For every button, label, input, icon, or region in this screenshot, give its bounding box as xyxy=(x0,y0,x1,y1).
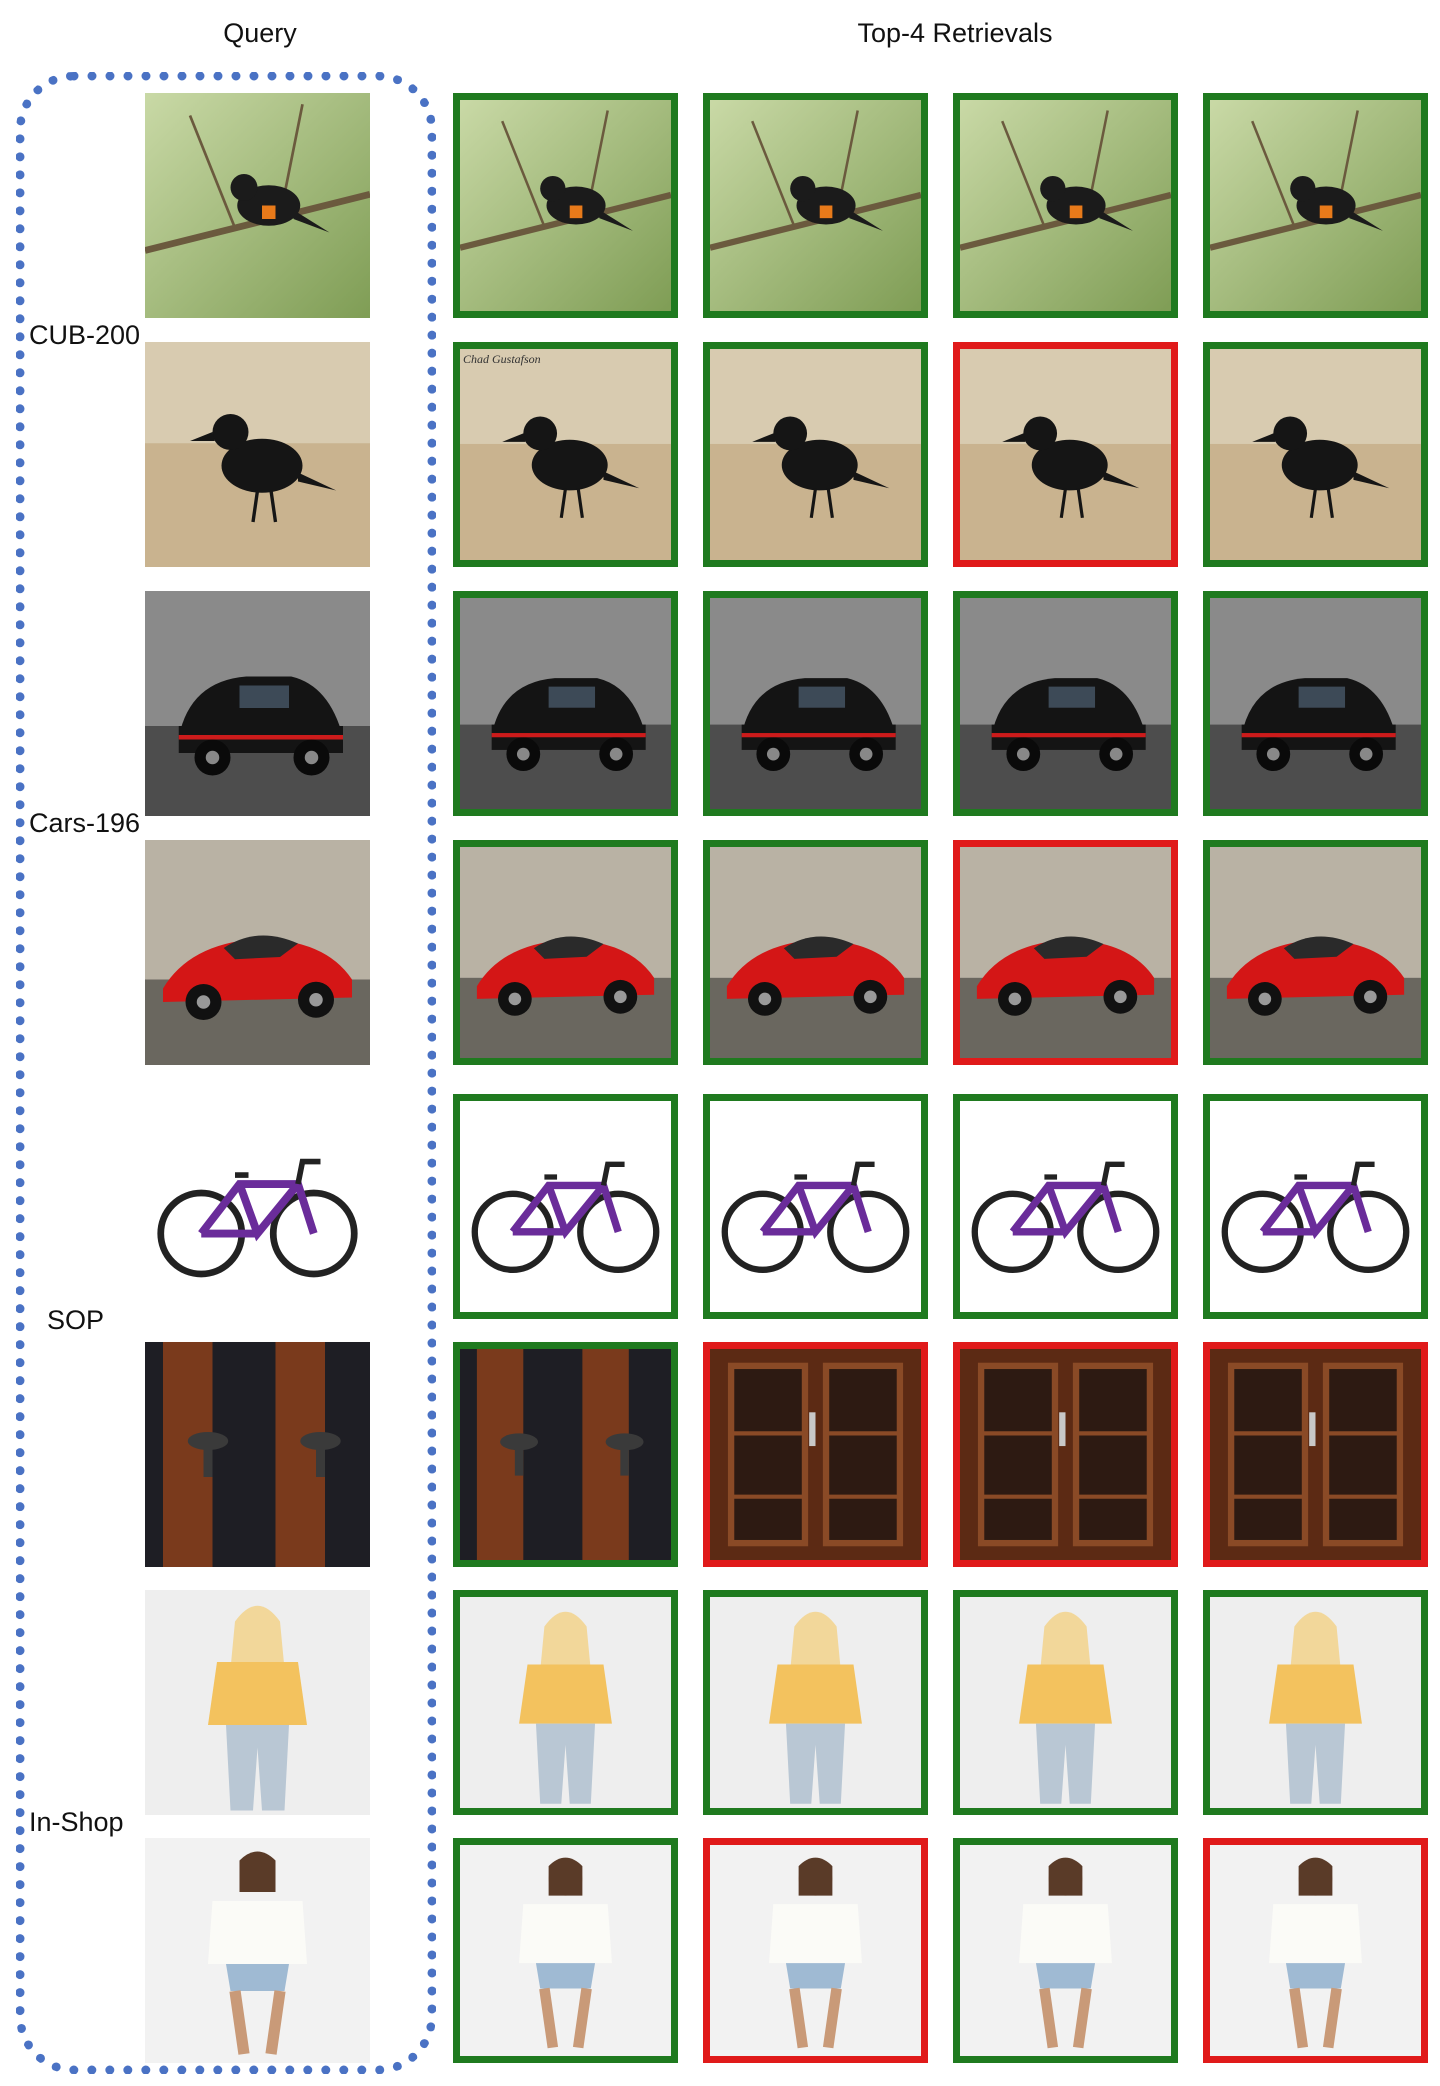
retrieval-correct xyxy=(453,1342,678,1567)
query-image xyxy=(145,1094,370,1319)
retrieval-incorrect xyxy=(953,840,1178,1065)
retrieval-correct xyxy=(703,93,928,318)
query-column-frame xyxy=(16,72,436,2074)
retrieval-correct xyxy=(703,1094,928,1319)
retrieval-correct xyxy=(953,591,1178,816)
retrieval-correct xyxy=(953,1838,1178,2063)
retrieval-correct xyxy=(1203,1094,1428,1319)
retrieval-correct xyxy=(1203,1590,1428,1815)
retrieval-correct xyxy=(1203,93,1428,318)
retrieval-correct xyxy=(703,1590,928,1815)
retrievals-header: Top-4 Retrievals xyxy=(857,18,1053,48)
query-image xyxy=(145,342,370,567)
retrieval-correct xyxy=(703,840,928,1065)
retrieval-correct xyxy=(453,1838,678,2063)
retrieval-correct xyxy=(703,342,928,567)
retrieval-correct xyxy=(953,1094,1178,1319)
query-header: Query xyxy=(223,18,297,48)
retrieval-correct xyxy=(453,1590,678,1815)
retrieval-incorrect xyxy=(703,1838,928,2063)
retrieval-correct xyxy=(453,591,678,816)
query-image xyxy=(145,1838,370,2063)
retrieval-correct xyxy=(1203,342,1428,567)
retrieval-correct xyxy=(453,342,678,567)
query-image xyxy=(145,1590,370,1815)
retrieval-correct xyxy=(453,1094,678,1319)
retrieval-correct xyxy=(453,93,678,318)
query-image xyxy=(145,1342,370,1567)
retrieval-incorrect xyxy=(1203,1838,1428,2063)
dataset-label-cars196: Cars-196 xyxy=(27,808,143,839)
retrieval-correct xyxy=(703,591,928,816)
retrieval-correct xyxy=(953,1590,1178,1815)
query-image xyxy=(145,93,370,318)
retrieval-incorrect xyxy=(703,1342,928,1567)
query-image xyxy=(145,591,370,816)
retrieval-incorrect xyxy=(953,1342,1178,1567)
retrieval-correct xyxy=(953,93,1178,318)
dataset-label-inshop: In-Shop xyxy=(27,1807,126,1838)
retrieval-correct xyxy=(453,840,678,1065)
retrieval-correct xyxy=(1203,840,1428,1065)
retrieval-incorrect xyxy=(1203,1342,1428,1567)
retrieval-incorrect xyxy=(953,342,1178,567)
retrieval-correct xyxy=(1203,591,1428,816)
dataset-label-sop: SOP xyxy=(45,1305,107,1336)
image-caption: Chad Gustafson xyxy=(463,352,541,366)
dataset-label-cub200: CUB-200 xyxy=(27,320,143,351)
query-image xyxy=(145,840,370,1065)
